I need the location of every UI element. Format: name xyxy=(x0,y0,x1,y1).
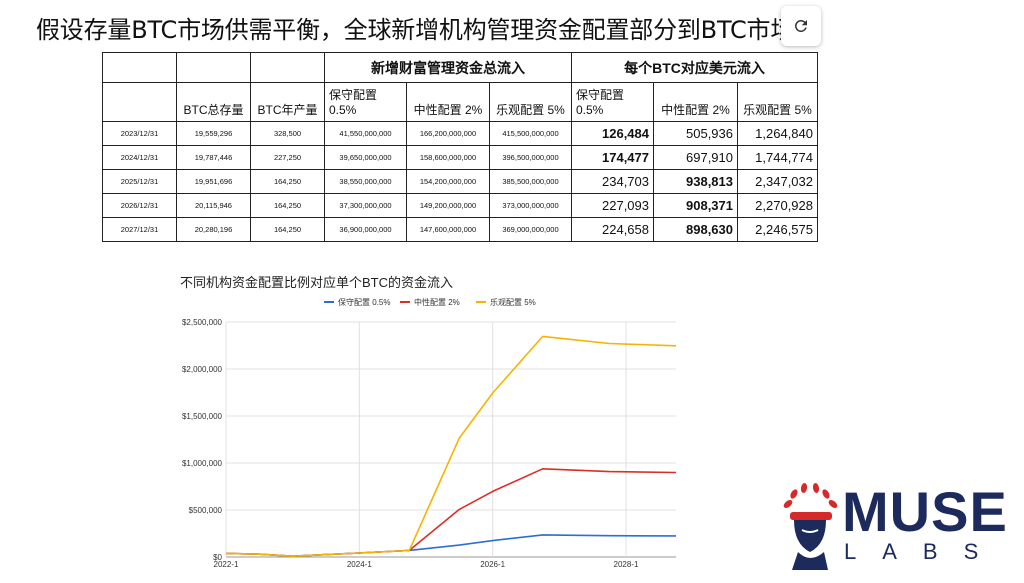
cell-per-btc-conservative: 234,703 xyxy=(571,169,654,194)
cell-flow-optimistic: 373,000,000,000 xyxy=(489,193,572,218)
laurel-face-logo-icon xyxy=(783,483,838,570)
cell-per-btc-neutral: 908,371 xyxy=(653,193,738,218)
cell-btc-stock: 20,115,946 xyxy=(176,193,251,218)
col-header-btc-output: BTC年产量 xyxy=(250,82,325,122)
reload-icon xyxy=(794,19,807,32)
cell-per-btc-conservative: 224,658 xyxy=(571,217,654,242)
cell-flow-neutral: 149,200,000,000 xyxy=(406,193,490,218)
y-tick-label: $2,000,000 xyxy=(182,365,223,374)
x-tick-label: 2028-1 xyxy=(614,560,639,569)
cell-btc-stock: 19,951,696 xyxy=(176,169,251,194)
x-tick-label: 2026-1 xyxy=(480,560,505,569)
cell-btc-output: 328,500 xyxy=(250,121,325,146)
table-row: 2027/12/31 20,280,196 164,250 36,900,000,00… xyxy=(102,217,818,242)
group-header-fund-inflow: 新增财富管理资金总流入 xyxy=(324,52,572,83)
cell-per-btc-conservative: 174,477 xyxy=(571,145,654,170)
cell-per-btc-neutral: 505,936 xyxy=(653,121,738,146)
cell-flow-neutral: 158,600,000,000 xyxy=(406,145,490,170)
cell-per-btc-neutral: 697,910 xyxy=(653,145,738,170)
slide-title: 假设存量BTC市场供需平衡，全球新增机构管理资金配置部分到BTC市场 xyxy=(36,16,795,44)
cell-flow-optimistic: 396,500,000,000 xyxy=(489,145,572,170)
cell-flow-neutral: 166,200,000,000 xyxy=(406,121,490,146)
line-chart: 保守配置 0.5% 中性配置 2% 乐观配置 5% $0 $500,000 $1,000,… xyxy=(182,297,677,569)
cell-btc-output: 164,250 xyxy=(250,169,325,194)
cell-flow-optimistic: 415,500,000,000 xyxy=(489,121,572,146)
y-tick-label: $500,000 xyxy=(189,506,223,515)
cell-flow-neutral: 154,200,000,000 xyxy=(406,169,490,194)
col-header-conservative: 保守配置 0.5% xyxy=(324,82,407,122)
cell-btc-stock: 19,559,296 xyxy=(176,121,251,146)
legend-label: 中性配置 2% xyxy=(414,297,460,307)
muse-labs-logo: MUSE LABS xyxy=(780,482,1012,572)
y-tick-label: $2,500,000 xyxy=(182,318,223,327)
y-tick-label: $1,000,000 xyxy=(182,459,223,468)
col-header-btc-stock: BTC总存量 xyxy=(176,82,251,122)
cell-flow-conservative: 37,300,000,000 xyxy=(324,193,407,218)
cell-btc-output: 227,250 xyxy=(250,145,325,170)
cell-per-btc-optimistic: 2,270,928 xyxy=(737,193,818,218)
table-row: 2024/12/31 19,787,446 227,250 39,650,000,00… xyxy=(102,145,818,170)
cell-per-btc-neutral: 898,630 xyxy=(653,217,738,242)
cell-date: 2023/12/31 xyxy=(102,121,177,146)
table-row: 2025/12/31 19,951,696 164,250 38,550,000,00… xyxy=(102,169,818,194)
legend-label: 保守配置 0.5% xyxy=(338,297,390,307)
group-header-row: 新增财富管理资金总流入 每个BTC对应美元流入 xyxy=(102,52,818,83)
col-header-date xyxy=(102,82,177,122)
series-line xyxy=(225,468,677,558)
cell-flow-conservative: 38,550,000,000 xyxy=(324,169,407,194)
cell-flow-conservative: 39,650,000,000 xyxy=(324,145,407,170)
group-header-per-btc: 每个BTC对应美元流入 xyxy=(571,52,818,83)
cell-btc-output: 164,250 xyxy=(250,193,325,218)
series-line xyxy=(225,335,677,558)
logo-word: MUSE xyxy=(842,480,1008,543)
col-header-neutral-per-btc: 中性配置 2% xyxy=(653,82,738,122)
cell-flow-conservative: 41,550,000,000 xyxy=(324,121,407,146)
table-row: 2026/12/31 20,115,946 164,250 37,300,000,00… xyxy=(102,193,818,218)
data-table: 新增财富管理资金总流入 每个BTC对应美元流入 BTC总存量 BTC年产量 保守… xyxy=(102,52,818,242)
cell-per-btc-conservative: 227,093 xyxy=(571,193,654,218)
column-header-row: BTC总存量 BTC年产量 保守配置 0.5% 中性配置 2% 乐观配置 5% … xyxy=(102,82,818,122)
x-tick-label: 2022-1 xyxy=(214,560,239,569)
cell-flow-conservative: 36,900,000,000 xyxy=(324,217,407,242)
col-header-optimistic-per-btc: 乐观配置 5% xyxy=(737,82,818,122)
y-tick-label: $1,500,000 xyxy=(182,412,223,421)
cell-flow-optimistic: 385,500,000,000 xyxy=(489,169,572,194)
logo-subword: LABS xyxy=(844,539,1005,564)
cell-per-btc-optimistic: 1,264,840 xyxy=(737,121,818,146)
reload-button[interactable] xyxy=(781,6,821,46)
legend-label: 乐观配置 5% xyxy=(490,297,536,307)
cell-btc-stock: 19,787,446 xyxy=(176,145,251,170)
cell-btc-output: 164,250 xyxy=(250,217,325,242)
cell-per-btc-optimistic: 2,246,575 xyxy=(737,217,818,242)
cell-per-btc-conservative: 126,484 xyxy=(571,121,654,146)
cell-date: 2026/12/31 xyxy=(102,193,177,218)
cell-date: 2027/12/31 xyxy=(102,217,177,242)
x-tick-label: 2024-1 xyxy=(347,560,372,569)
cell-btc-stock: 20,280,196 xyxy=(176,217,251,242)
col-header-conservative-per-btc: 保守配置 0.5% xyxy=(571,82,654,122)
cell-date: 2024/12/31 xyxy=(102,145,177,170)
table-row: 2023/12/31 19,559,296 328,500 41,550,000,00… xyxy=(102,121,818,146)
cell-flow-neutral: 147,600,000,000 xyxy=(406,217,490,242)
cell-per-btc-neutral: 938,813 xyxy=(653,169,738,194)
cell-date: 2025/12/31 xyxy=(102,169,177,194)
col-header-neutral: 中性配置 2% xyxy=(406,82,490,122)
cell-per-btc-optimistic: 2,347,032 xyxy=(737,169,818,194)
y-tick-label: $0 xyxy=(213,553,222,562)
cell-flow-optimistic: 369,000,000,000 xyxy=(489,217,572,242)
cell-per-btc-optimistic: 1,744,774 xyxy=(737,145,818,170)
series-line xyxy=(225,534,677,558)
col-header-optimistic: 乐观配置 5% xyxy=(489,82,572,122)
chart-title: 不同机构资金配置比例对应单个BTC的资金流入 xyxy=(180,275,454,290)
